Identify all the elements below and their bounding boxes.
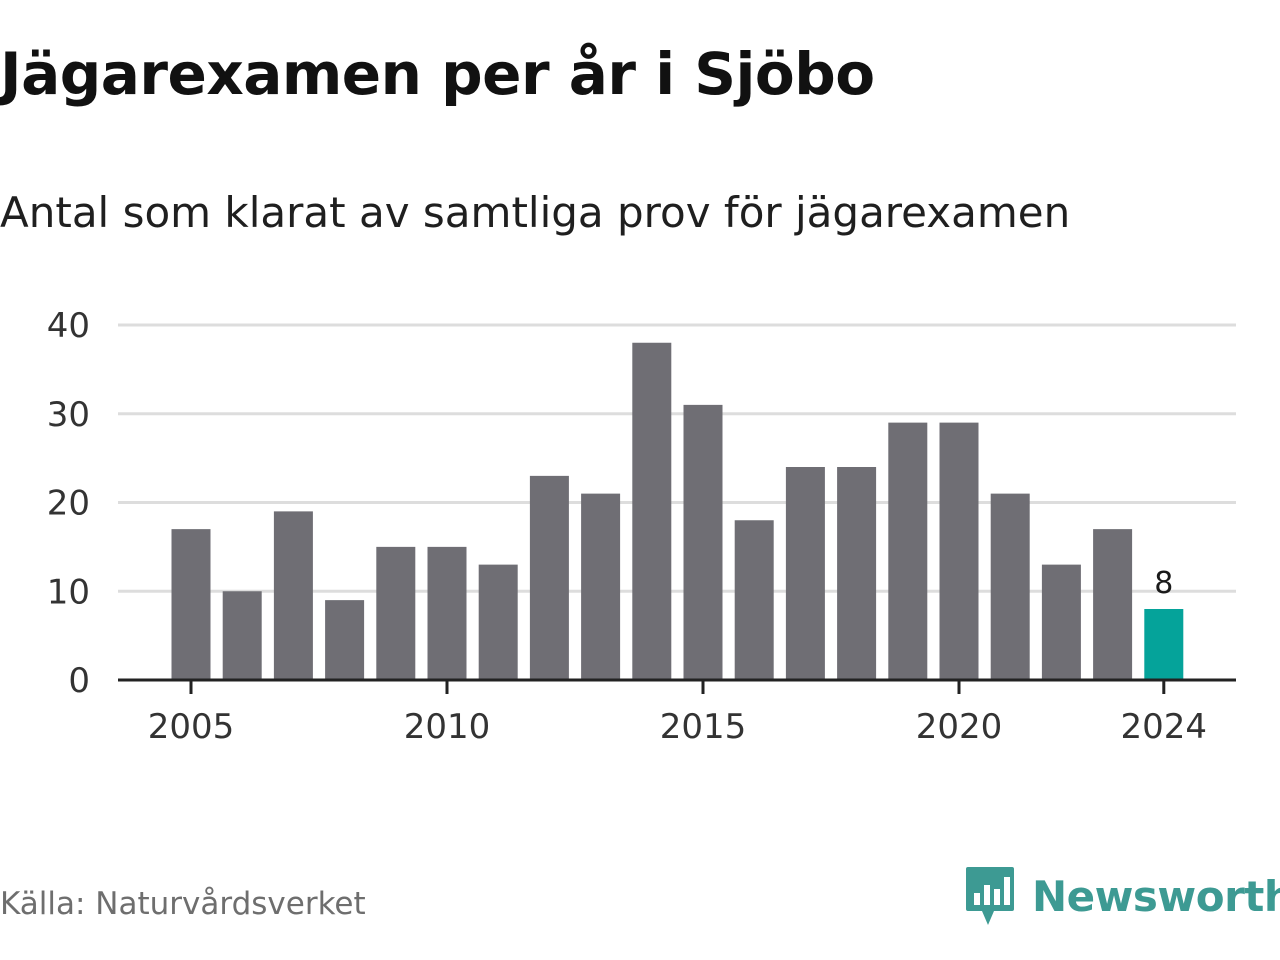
- bar-2008: [325, 600, 365, 680]
- y-tick-label-40: 40: [47, 306, 90, 346]
- y-tick-label-20: 20: [47, 484, 90, 524]
- x-tick-label-2024: 2024: [1121, 707, 1208, 747]
- y-axis-ticks: 0 10 20 30 40: [47, 306, 90, 701]
- bar-2012: [529, 475, 569, 680]
- bar-2006: [222, 591, 262, 680]
- bar-2014: [632, 342, 672, 680]
- bar-2022: [1041, 564, 1081, 680]
- x-tick-label-2020: 2020: [916, 707, 1003, 747]
- bar-2018: [837, 467, 877, 680]
- bar-2020: [939, 422, 979, 680]
- y-tick-label-0: 0: [68, 661, 90, 701]
- y-tick-label-30: 30: [47, 395, 90, 435]
- bar-2017: [785, 467, 825, 680]
- newsworthy-logo-icon: [966, 867, 1014, 925]
- bar-2024: [1144, 609, 1184, 680]
- bar-2013: [581, 493, 621, 680]
- bar-2021: [990, 493, 1030, 680]
- data-label-2024: 8: [1154, 566, 1173, 601]
- y-tick-label-10: 10: [47, 572, 90, 612]
- source-note: Källa: Naturvårdsverket: [0, 886, 366, 922]
- bar-2005: [171, 529, 211, 680]
- bar-2019: [888, 422, 928, 680]
- annotations: 8: [1154, 566, 1173, 601]
- x-tick-label-2005: 2005: [148, 707, 235, 747]
- chart-title: Jägarexamen per år i Sjöbo: [0, 40, 875, 108]
- bar-2007: [273, 511, 313, 680]
- bar-2010: [427, 546, 467, 680]
- bar-2009: [376, 546, 416, 680]
- bar-2015: [683, 404, 723, 680]
- bars: [171, 342, 1184, 680]
- bar-2016: [734, 520, 774, 680]
- x-tick-label-2015: 2015: [660, 707, 747, 747]
- bar-2023: [1093, 529, 1133, 680]
- chart-subtitle: Antal som klarat av samtliga prov för jä…: [0, 188, 1071, 237]
- brand-name: Newsworthy: [1032, 871, 1280, 921]
- x-axis: 2005 2010 2015 2020 2024: [118, 678, 1236, 747]
- x-tick-label-2010: 2010: [404, 707, 491, 747]
- bar-2011: [478, 564, 518, 680]
- brand-logo: Newsworthy: [964, 864, 1280, 928]
